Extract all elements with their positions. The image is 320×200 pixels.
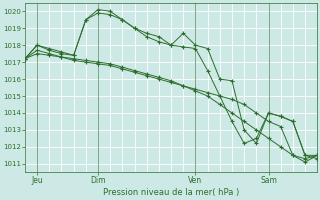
- X-axis label: Pression niveau de la mer( hPa ): Pression niveau de la mer( hPa ): [103, 188, 239, 197]
